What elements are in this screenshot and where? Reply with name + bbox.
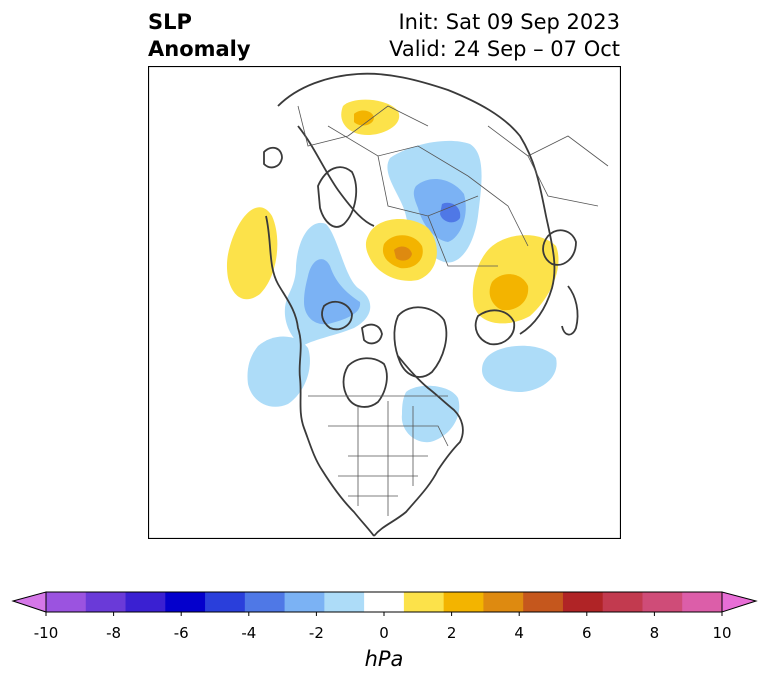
colorbar-cell: [324, 592, 365, 612]
anomaly-positive-atlantic: [226, 207, 278, 300]
colorbar-tick-label: 10: [712, 624, 732, 642]
colorbar-tick-label: 0: [379, 624, 389, 642]
anomaly-shading: [226, 99, 559, 443]
anomaly-negative-bering: [482, 345, 557, 392]
colorbar: [11, 591, 758, 616]
colorbar-tick-label: -8: [106, 624, 122, 642]
colorbar-tick-label: -2: [308, 624, 324, 642]
forecast-dates: Init: Sat 09 Sep 2023 Valid: 24 Sep – 07…: [389, 9, 620, 63]
colorbar-cell: [483, 592, 524, 612]
colorbar-ticks: [45, 612, 723, 616]
colorbar-tick-label: -6: [173, 624, 189, 642]
colorbar-cell: [443, 592, 484, 612]
colorbar-cell: [364, 592, 405, 612]
colorbar-tick-label: 4: [514, 624, 524, 642]
anomaly-negative-gulf-of-alaska: [247, 336, 310, 407]
colorbar-extend-high: [721, 591, 758, 613]
anomaly-negative-greenland-core: [304, 259, 361, 325]
colorbar-tick-label: 8: [649, 624, 660, 642]
title-line-1: SLP: [148, 10, 192, 34]
colorbar-cell: [642, 592, 683, 612]
coastlines: [263, 72, 579, 537]
map-title: SLP Anomaly: [148, 9, 251, 63]
anomaly-positive-europe-core: [354, 110, 374, 126]
slp-anomaly-map: [148, 66, 621, 539]
colorbar-cell: [205, 592, 246, 612]
colorbar-cell: [165, 592, 206, 612]
colorbar-tick-label: -10: [33, 624, 59, 642]
valid-range: Valid: 24 Sep – 07 Oct: [389, 37, 620, 61]
title-line-2: Anomaly: [148, 37, 251, 61]
colorbar-cell: [284, 592, 325, 612]
colorbar-units: hPa: [364, 647, 404, 671]
anomaly-negative-nw-atlantic: [401, 385, 460, 443]
anomaly-positive-okhotsk-core: [489, 274, 529, 311]
anomaly-negative-siberia-core: [413, 179, 466, 242]
colorbar-tick-label: -4: [241, 624, 257, 642]
colorbar-cell: [85, 592, 127, 612]
colorbar-cell: [244, 592, 286, 612]
colorbar-cell: [602, 592, 643, 612]
colorbar-cells: [46, 592, 723, 612]
colorbar-cell: [523, 592, 564, 612]
anomaly-negative-siberia-inner: [440, 202, 461, 223]
anomaly-positive-kara-inner: [394, 246, 412, 261]
colorbar-cell: [46, 592, 87, 612]
colorbar-cell: [562, 592, 604, 612]
colorbar-cell: [403, 592, 445, 612]
colorbar-extend-low: [11, 591, 47, 613]
map-frame: [148, 66, 621, 539]
colorbar-tick-label: 2: [446, 624, 457, 642]
colorbar-cell: [682, 592, 723, 612]
init-date: Init: Sat 09 Sep 2023: [398, 10, 620, 34]
colorbar-tick-label: 6: [582, 624, 592, 642]
colorbar-cell: [125, 592, 166, 612]
country-borders: [297, 105, 609, 516]
